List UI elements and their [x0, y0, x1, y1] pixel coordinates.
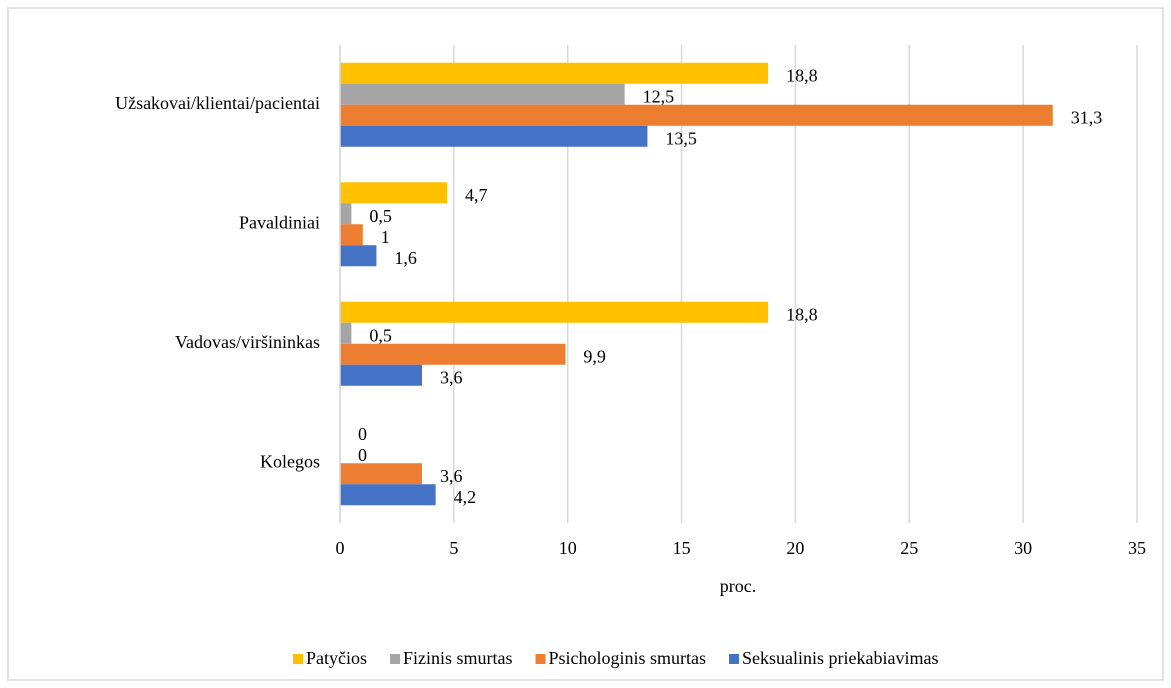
legend-swatch — [293, 654, 303, 664]
legend-label: Seksualinis priekabiavimas — [742, 648, 938, 668]
legend-label: Fizinis smurtas — [403, 648, 513, 668]
data-label: 31,3 — [1071, 107, 1103, 127]
data-label: 0 — [358, 424, 367, 444]
data-label: 0,5 — [369, 325, 392, 345]
legend-swatch — [729, 654, 740, 664]
data-label: 13,5 — [665, 128, 697, 148]
bar — [340, 245, 377, 267]
data-label: 4,2 — [454, 487, 477, 507]
data-label: 0,5 — [369, 206, 392, 226]
data-label: 1,6 — [394, 248, 417, 268]
data-label: 1 — [381, 227, 390, 247]
y-tick-label: Pavaldiniai — [239, 212, 320, 232]
x-tick-label: 10 — [559, 538, 577, 558]
x-tick-label: 30 — [1014, 538, 1032, 558]
bar — [340, 224, 363, 246]
bar — [340, 322, 352, 344]
y-tick-label: Užsakovai/klientai/pacientai — [115, 93, 320, 113]
data-label: 3,6 — [440, 466, 463, 486]
data-label: 0 — [358, 445, 367, 465]
data-label: 3,6 — [440, 367, 463, 387]
data-label: 9,9 — [583, 346, 606, 366]
data-label: 18,8 — [786, 304, 818, 324]
x-tick-label: 5 — [449, 538, 458, 558]
bar — [340, 203, 352, 225]
x-tick-label: 25 — [900, 538, 918, 558]
bar — [340, 83, 625, 105]
legend-swatch — [535, 654, 546, 664]
x-tick-label: 15 — [673, 538, 691, 558]
legend-label: Psichologinis smurtas — [549, 648, 707, 668]
bar — [340, 125, 648, 147]
data-label: 4,7 — [465, 185, 488, 205]
x-tick-label: 0 — [336, 538, 345, 558]
data-label: 18,8 — [786, 65, 818, 85]
y-tick-label: Vadovas/viršininkas — [175, 332, 320, 352]
bar — [340, 484, 436, 506]
legend-swatch — [390, 654, 400, 664]
bar — [340, 463, 422, 485]
x-axis-label: proc. — [720, 576, 756, 596]
x-tick-label: 20 — [786, 538, 804, 558]
y-tick-label: Kolegos — [260, 451, 320, 471]
data-label: 12,5 — [643, 86, 675, 106]
bar — [340, 62, 769, 84]
bar — [340, 182, 448, 204]
x-tick-label: 35 — [1128, 538, 1146, 558]
legend-label: Patyčios — [306, 648, 367, 668]
bar — [340, 104, 1053, 126]
bar — [340, 301, 769, 323]
bar — [340, 364, 422, 386]
bar — [340, 343, 566, 365]
